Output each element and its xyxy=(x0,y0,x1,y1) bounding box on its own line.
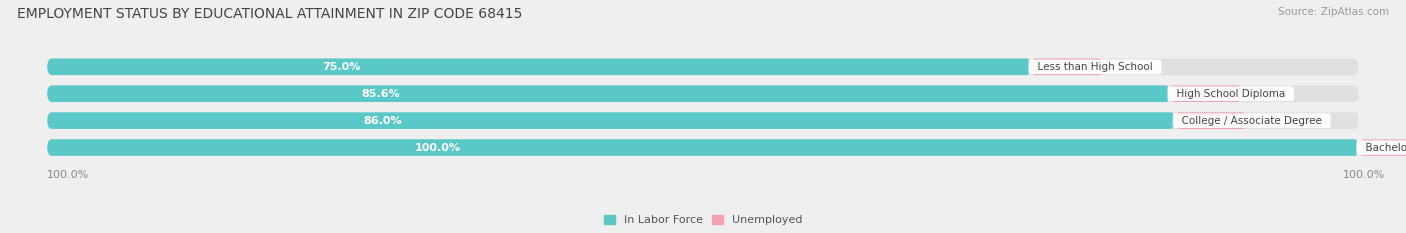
FancyBboxPatch shape xyxy=(48,139,1358,156)
Text: 100.0%: 100.0% xyxy=(415,143,461,153)
FancyBboxPatch shape xyxy=(48,58,1031,75)
FancyBboxPatch shape xyxy=(48,112,1175,129)
Text: 100.0%: 100.0% xyxy=(1343,170,1385,180)
FancyBboxPatch shape xyxy=(1175,112,1247,129)
FancyBboxPatch shape xyxy=(48,112,1358,129)
Text: High School Diploma: High School Diploma xyxy=(1170,89,1292,99)
Text: 86.0%: 86.0% xyxy=(363,116,402,126)
Text: 100.0%: 100.0% xyxy=(48,170,90,180)
Text: 85.6%: 85.6% xyxy=(361,89,401,99)
FancyBboxPatch shape xyxy=(1170,86,1241,102)
Text: 0.0%: 0.0% xyxy=(1116,62,1144,72)
FancyBboxPatch shape xyxy=(1031,58,1104,75)
Text: 0.0%: 0.0% xyxy=(1256,89,1284,99)
Text: Source: ZipAtlas.com: Source: ZipAtlas.com xyxy=(1278,7,1389,17)
Text: College / Associate Degree: College / Associate Degree xyxy=(1175,116,1329,126)
Legend: In Labor Force, Unemployed: In Labor Force, Unemployed xyxy=(603,215,803,225)
Text: 75.0%: 75.0% xyxy=(323,62,361,72)
FancyBboxPatch shape xyxy=(48,86,1358,102)
FancyBboxPatch shape xyxy=(1358,139,1406,156)
Text: Bachelor's Degree or higher: Bachelor's Degree or higher xyxy=(1358,143,1406,153)
FancyBboxPatch shape xyxy=(48,139,1358,156)
FancyBboxPatch shape xyxy=(48,58,1358,75)
Text: EMPLOYMENT STATUS BY EDUCATIONAL ATTAINMENT IN ZIP CODE 68415: EMPLOYMENT STATUS BY EDUCATIONAL ATTAINM… xyxy=(17,7,522,21)
Text: 0.0%: 0.0% xyxy=(1260,116,1288,126)
Text: Less than High School: Less than High School xyxy=(1031,62,1159,72)
FancyBboxPatch shape xyxy=(48,86,1170,102)
